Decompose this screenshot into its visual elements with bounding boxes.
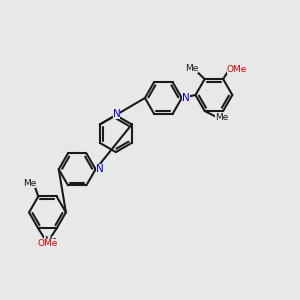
Text: Me: Me [215,113,228,122]
Text: N: N [96,164,104,174]
Text: OMe: OMe [226,65,247,74]
Text: Me: Me [44,236,57,245]
Text: Me: Me [184,64,198,73]
Text: N: N [112,109,120,119]
Text: Me: Me [22,178,36,188]
Text: N: N [182,93,190,103]
Text: OMe: OMe [38,239,58,248]
